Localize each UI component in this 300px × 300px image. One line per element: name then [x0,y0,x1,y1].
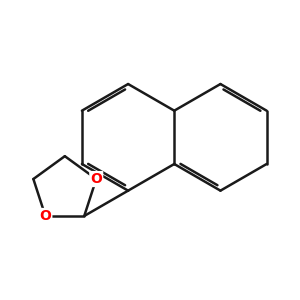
Text: O: O [90,172,102,186]
Text: O: O [39,209,51,223]
